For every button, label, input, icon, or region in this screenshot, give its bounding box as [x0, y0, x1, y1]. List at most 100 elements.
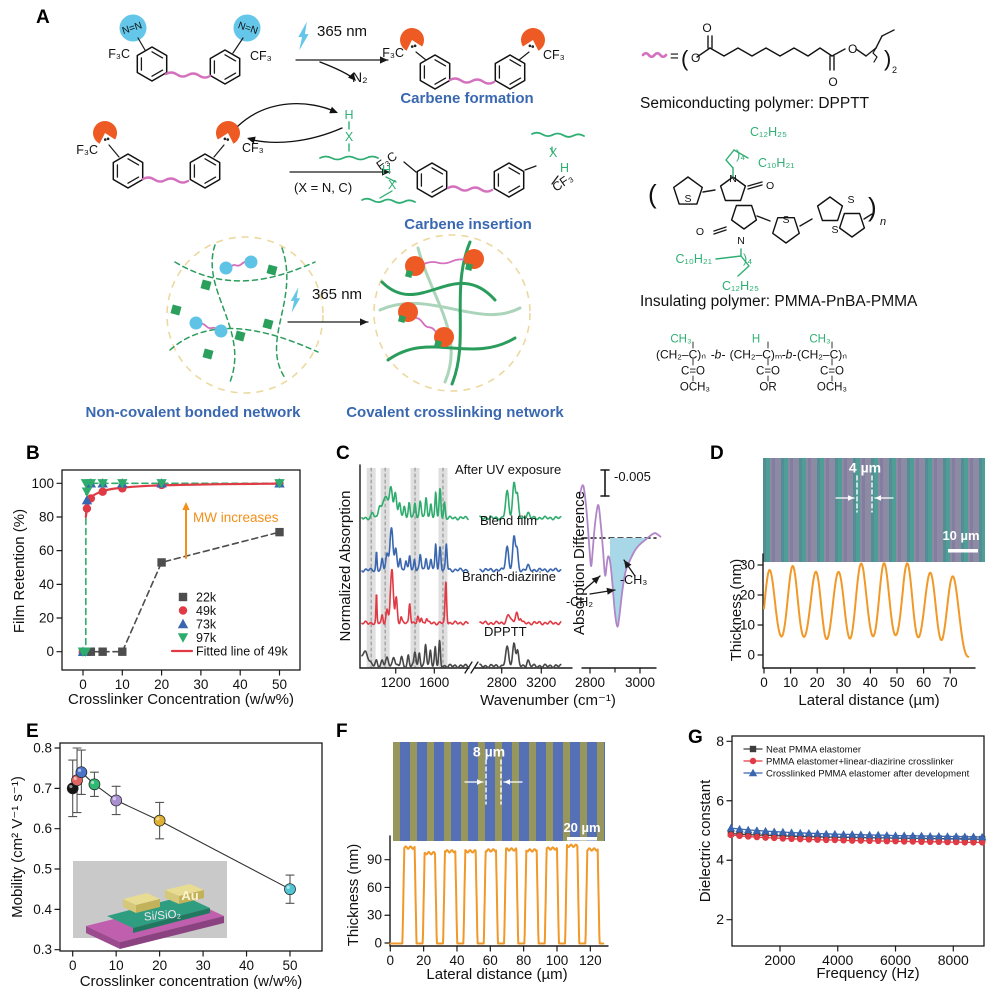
y-tick-label: 0.4 [33, 902, 52, 917]
pmma-top-label: H [751, 333, 761, 346]
atom-label: N [729, 173, 737, 185]
x-tick-label: 10 [783, 675, 798, 690]
d-x-axis-title: Lateral distance (µm) [798, 691, 940, 709]
atom-label: H [344, 108, 353, 122]
e-x-axis-title: Crosslinker concentration (w/w%) [79, 972, 303, 990]
pmma-block-sep: -b- [781, 347, 797, 362]
atom-label: ( [681, 46, 689, 71]
atom-label: O [702, 21, 711, 35]
x-tick-label: 0 [387, 953, 395, 968]
y-tick-label: 4 [716, 852, 724, 868]
panel-d-micrograph [763, 458, 985, 562]
ch3-annotation: -CH₃ [620, 573, 648, 587]
atom-label: = [670, 48, 679, 65]
panel-label-a: A [36, 7, 50, 28]
d-scalebar-label: 10 µm [942, 527, 980, 543]
legend-label: 73k [196, 618, 217, 632]
pmma-ester: OCH₃ [679, 381, 711, 394]
legend-label: Fitted line of 49k [196, 645, 288, 659]
e-y-axis-title: Mobility (cm² V⁻¹ s⁻¹) [8, 776, 26, 918]
x-tick-label: 30 [836, 675, 851, 690]
panel-c-chart: 1200 1600 2800 3200 2800 3000 [359, 464, 662, 690]
atom-label: X [345, 130, 354, 144]
x-tick-label: 0 [69, 958, 77, 973]
atom-label: CF₃ [250, 49, 272, 63]
atom-label: n [880, 216, 886, 228]
x-tick-label: 20 [154, 677, 169, 692]
atom-label: S [782, 214, 789, 226]
panel-f-chart: 0 20 40 60 80 100 120 0 30 60 90 [367, 759, 609, 968]
atom-label: )₄ [736, 148, 745, 162]
x-tick-label: 3000 [625, 675, 655, 690]
panel-label-e: E [26, 721, 39, 742]
x-tick-label: 6000 [880, 952, 911, 968]
atom-label: C₁₀H₂₁ [758, 156, 795, 170]
panel-label-b: B [26, 443, 40, 464]
atom-label: CF₃ [242, 141, 264, 155]
atom-label: O [766, 180, 774, 192]
atom-label: F₃C [382, 46, 404, 60]
x-tick-label: 40 [233, 677, 248, 692]
bracket: ) [868, 192, 877, 222]
f-y-axis-title: Thickness (nm) [344, 843, 362, 947]
y-tick-label: 40 [39, 577, 54, 592]
c-diff-y-axis-title: Absorption Difference [570, 491, 588, 635]
y-tick-label: 20 [740, 588, 755, 603]
atom-label: S [847, 194, 854, 206]
caption-carbene-formation: Carbene formation [400, 89, 534, 107]
atom-label: S [684, 193, 691, 205]
pmma-carbonyl: C=O [681, 365, 705, 378]
x-tick-label: 20 [152, 958, 167, 973]
mw-annotation: MW increases [193, 510, 279, 525]
x-tick-label: 120 [579, 953, 602, 968]
nitrogen-label: N₂ [352, 69, 368, 85]
y-tick-label: 2 [716, 911, 724, 927]
pmma-carbonyl: C=O [820, 365, 844, 378]
x-tick-label: 0 [79, 677, 87, 692]
atom-label: O [691, 51, 700, 65]
c-y-axis-title: Normalized Absorption [336, 490, 354, 642]
pmma-ester: OCH₃ [816, 381, 848, 394]
x-tick-label: 2800 [575, 675, 605, 690]
x-tick-label: 50 [889, 675, 904, 690]
trace-label-dpptt: DPPTT [484, 624, 527, 639]
x-tick-label: 40 [239, 958, 254, 973]
legend-label: 49k [196, 604, 217, 618]
x-tick-label: 2000 [764, 952, 795, 968]
x-tick-label: 50 [272, 677, 287, 692]
pmma-top-label: CH₃ [809, 333, 831, 346]
y-tick-label: 0.5 [33, 862, 52, 877]
y-tick-label: 60 [367, 880, 382, 895]
panel-e-chart: 0 10 20 30 40 50 0.3 0.4 0.5 0.6 0.7 0.8 [33, 741, 323, 973]
pmma-unit: (CH₂–C)ₘ [729, 347, 783, 362]
uv-wavelength-label-2: 365 nm [312, 286, 363, 303]
x-tick-label: 60 [916, 675, 931, 690]
y-tick-label: 60 [39, 543, 54, 558]
atom-label: CF₃ [550, 171, 576, 195]
x-tick-label: 80 [516, 953, 531, 968]
y-tick-label: 0.3 [33, 942, 52, 957]
semiconductor-title: Semiconducting polymer: DPPTT [640, 95, 870, 112]
panel-d-chart: 0 10 20 30 40 50 60 70 0 10 20 30 [740, 475, 978, 690]
x-tick-label: 4000 [822, 952, 853, 968]
y-tick-label: 8 [716, 733, 724, 749]
panel-b-chart: 0 10 20 30 40 50 0 20 40 60 80 100 22k49k73k97kFitte… [31, 469, 301, 692]
pmma-unit: (CH₂–C)ₙ [796, 347, 848, 362]
pmma-top-label: CH₃ [670, 333, 692, 346]
atom-label: X [388, 178, 397, 192]
panel-label-g: G [688, 727, 703, 748]
c-x-axis-title: Wavenumber (cm⁻¹) [480, 691, 616, 709]
diff-scalebar-label: -0.005 [614, 469, 651, 484]
y-tick-label: 30 [367, 908, 382, 923]
atom-label: F₃C [108, 47, 130, 61]
panel-label-c: C [336, 443, 350, 464]
y-tick-label: 6 [716, 792, 724, 808]
x-tick-label: 3200 [526, 675, 556, 690]
uv-wavelength-label: 365 nm [317, 23, 368, 40]
atom-label: C₁₂H₂₅ [722, 279, 759, 293]
y-tick-label: 90 [367, 852, 382, 867]
f-linewidth-annotation: 8 µm [472, 743, 506, 760]
atom-label: ) [884, 46, 891, 71]
ch2-annotation: -CH₂ [566, 595, 594, 609]
